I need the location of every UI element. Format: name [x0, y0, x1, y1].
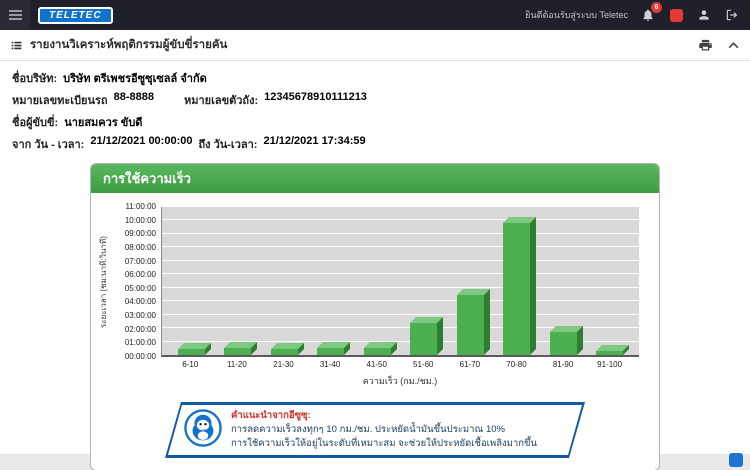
driver-label: ชื่อผู้ขับขี่: [12, 117, 59, 129]
gridline [162, 313, 639, 315]
alert-badge-icon[interactable] [668, 7, 684, 23]
y-ticks: 00:00:00 01:00:00 02:00:00 03:00:00 04:00:00… [111, 202, 161, 361]
x-tick-label: 70-80 [506, 360, 527, 369]
y-tick-label: 03:00:00 [124, 311, 156, 321]
x-tick-label: 11-20 [226, 360, 247, 369]
company-label: ชื่อบริษัท: [12, 73, 58, 85]
bar-6-10 [177, 349, 205, 355]
report-toolbar: รายงานวิเคราะห์พฤติกรรมผู้ขับขี่รายคัน [0, 30, 750, 61]
y-tick-label: 07:00:00 [124, 256, 156, 266]
top-header: TELETEC ยินดีต้อนรับสู่ระบบ Teletec 6 [0, 0, 750, 30]
x-tick-label: 6-10 [182, 360, 199, 369]
logout-icon[interactable] [724, 7, 740, 23]
isuzu-mascot-icon [184, 409, 222, 452]
speed-usage-chart-card: การใช้ความเร็ว ระยะเวลา (ชม:นาที:วินาที)… [90, 163, 660, 470]
print-icon[interactable] [698, 38, 713, 53]
callout-heading: คำแนะนำจากอีซูซุ: [231, 409, 311, 421]
list-icon [10, 39, 23, 52]
bar-31-40 [317, 348, 345, 355]
bar-51-60 [410, 322, 438, 355]
y-tick-label: 01:00:00 [124, 338, 156, 348]
x-tick-label: 81-90 [552, 360, 574, 369]
gridline [162, 219, 639, 221]
x-tick-label: 31-40 [319, 360, 341, 369]
bell-badge: 6 [651, 2, 662, 13]
welcome-text: ยินดีต้อนรับสู่ระบบ Teletec [525, 10, 628, 20]
from-datetime-label: จาก วัน - เวลา: [12, 139, 85, 151]
x-tick-label: 91-100 [597, 360, 623, 369]
user-icon[interactable] [696, 7, 712, 23]
gridline [162, 340, 639, 342]
bar-91-100 [596, 351, 624, 355]
gridline [162, 327, 639, 329]
bar-41-50 [363, 347, 391, 355]
plot-area [161, 206, 639, 357]
bar-11-20 [224, 348, 252, 355]
x-tick-label: 61-70 [459, 360, 481, 369]
gridline [162, 259, 639, 261]
gridline [162, 286, 639, 288]
gridline [162, 273, 639, 275]
y-tick-label: 09:00:00 [124, 229, 156, 239]
bar-21-30 [270, 348, 298, 355]
x-axis-title: ความเร็ว (กม./ชม.) [362, 376, 438, 386]
y-tick-label: 00:00:00 [124, 352, 156, 361]
from-datetime-value: 21/12/2021 00:00:00 [90, 135, 193, 147]
to-datetime-label: ถึง วัน-เวลา: [198, 139, 258, 151]
y-tick-label: 11:00:00 [125, 202, 156, 211]
chart-body: ระยะเวลา (ชม:นาที:วินาที) 00:00:00 01:00:… [91, 193, 659, 388]
plate-value: 88-8888 [113, 91, 154, 103]
y-axis-title: ระยะเวลา (ชม:นาที:วินาที) [99, 236, 108, 328]
plate-label: หมายเลขทะเบียนรถ [12, 95, 108, 107]
chassis-label: หมายเลขตัวถัง: [183, 95, 259, 107]
y-tick-label: 10:00:00 [124, 215, 156, 225]
page-title: รายงานวิเคราะห์พฤติกรรมผู้ขับขี่รายคัน [30, 39, 228, 51]
x-labels: 6-10 11-20 21-30 31-40 41-50 51-60 61-70 70-80 8… [161, 360, 639, 369]
bar-61-70 [456, 295, 484, 355]
x-tick-label: 41-50 [366, 360, 387, 369]
teletec-logo: TELETEC [38, 6, 113, 24]
bar-70-80 [503, 223, 531, 355]
to-datetime-value: 21/12/2021 17:34:59 [263, 135, 366, 147]
gridline [162, 300, 639, 302]
driver-value: นายสมควร ขับดี [64, 117, 143, 129]
main-panel: รายงานวิเคราะห์พฤติกรรมผู้ขับขี่รายคัน ช… [0, 30, 750, 470]
x-tick-label: 51-60 [413, 360, 434, 369]
report-info: ชื่อบริษัท: บริษัท ตรีเพชรอีซูซุเซลล์ จำ… [0, 61, 750, 159]
y-tick-label: 06:00:00 [124, 270, 156, 280]
recommendation-callout: คำแนะนำจากอีซูซุ: การลดความเร็วลงทุกๆ 10… [165, 402, 585, 458]
callout-line2: การใช้ความเร็วให้อยู่ในระดับที่เหมาะสม จ… [231, 438, 537, 450]
bell-icon[interactable]: 6 [640, 2, 662, 23]
bars-row [162, 207, 639, 355]
chart-title: การใช้ความเร็ว [91, 164, 659, 193]
gridline [162, 246, 639, 248]
callout-line1: การลดความเร็วลงทุกๆ 10 กม./ชม. ประหยัดน้… [231, 423, 505, 435]
scroll-top-widget[interactable] [729, 453, 743, 467]
y-tick-label: 02:00:00 [124, 324, 156, 334]
collapse-chevron-up-icon[interactable] [727, 39, 740, 52]
y-tick-label: 04:00:00 [124, 297, 156, 307]
gridline [162, 232, 639, 234]
x-tick-label: 21-30 [273, 360, 294, 369]
company-value: บริษัท ตรีเพชรอีซูซุเซลล์ จำกัด [63, 73, 207, 85]
y-tick-label: 08:00:00 [124, 242, 156, 252]
bar-81-90 [549, 332, 577, 355]
hamburger-menu-icon[interactable] [0, 0, 30, 30]
gridline [162, 206, 639, 207]
y-tick-label: 05:00:00 [124, 283, 156, 293]
chassis-value: 12345678910111213 [264, 91, 367, 103]
